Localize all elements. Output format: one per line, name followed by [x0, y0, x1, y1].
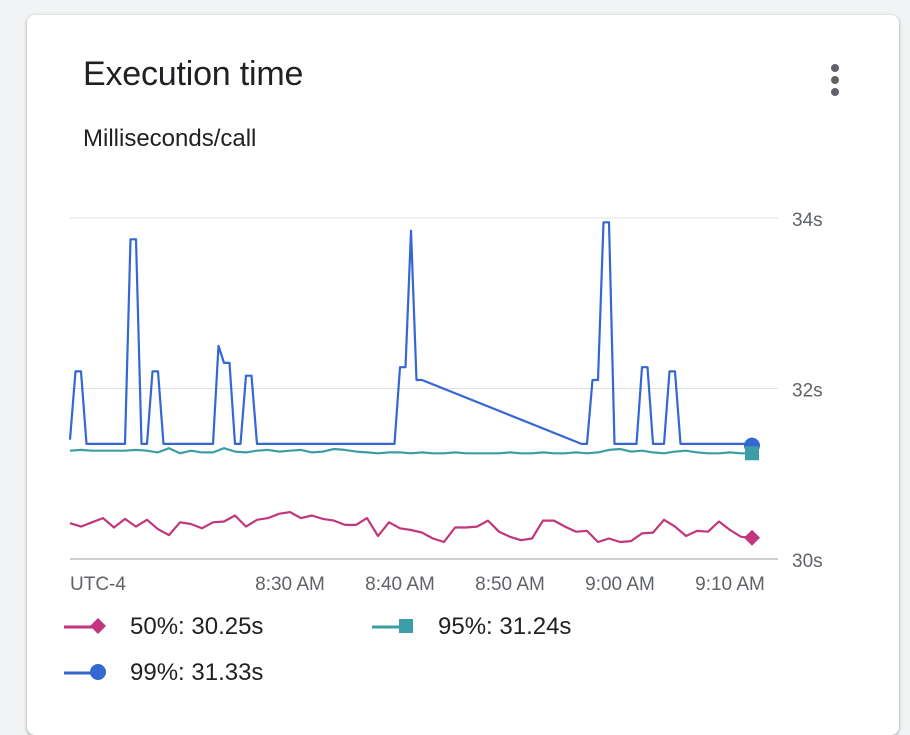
x-tick-label: 9:00 AM: [585, 574, 655, 595]
legend-label-p99: 99%: 31.33s: [130, 659, 264, 686]
legend-label-p50: 50%: 30.25s: [130, 613, 264, 640]
series-line-99p: [68, 221, 753, 447]
legend-marker: [399, 619, 413, 633]
series-end-marker-50p: [744, 529, 760, 546]
chart-card: Execution time Milliseconds/call: [27, 15, 899, 735]
series-line-50p: [69, 511, 753, 544]
legend-label-p95: 95%: 31.24s: [438, 613, 572, 640]
legend-marker: [90, 618, 106, 634]
x-tick-label: 8:50 AM: [475, 574, 545, 595]
y-tick-label: 30s: [792, 551, 823, 572]
legend-item-p99[interactable]: 99%: 31.33s: [62, 658, 263, 688]
legend-circle-icon: [64, 664, 106, 680]
y-tick-label: 32s: [792, 381, 823, 402]
card-title: Execution time: [83, 55, 304, 93]
x-tick-label: 8:30 AM: [255, 574, 325, 595]
series-line-95p: [69, 447, 752, 455]
x-timezone-label: UTC-4: [70, 574, 126, 595]
legend-square-icon: [372, 619, 413, 633]
x-tick-label: 9:10 AM: [695, 574, 765, 595]
legend-item-p50[interactable]: 50%: 30.25s: [62, 612, 263, 642]
x-tick-label: 8:40 AM: [365, 574, 435, 595]
legend-marker: [90, 664, 106, 680]
legend-item-p95[interactable]: 95%: 31.24s: [370, 612, 571, 642]
execution-time-chart: 34s 32s 30s UTC-4 8:30 AM 8:40 AM 8:50 AM 9:00 …: [68, 210, 823, 595]
more-vert-icon[interactable]: [821, 59, 849, 101]
legend-diamond-icon: [64, 618, 106, 634]
series-end-marker-95p: [745, 446, 759, 461]
card-subtitle: Milliseconds/call: [83, 125, 257, 152]
y-tick-label: 34s: [792, 210, 823, 231]
